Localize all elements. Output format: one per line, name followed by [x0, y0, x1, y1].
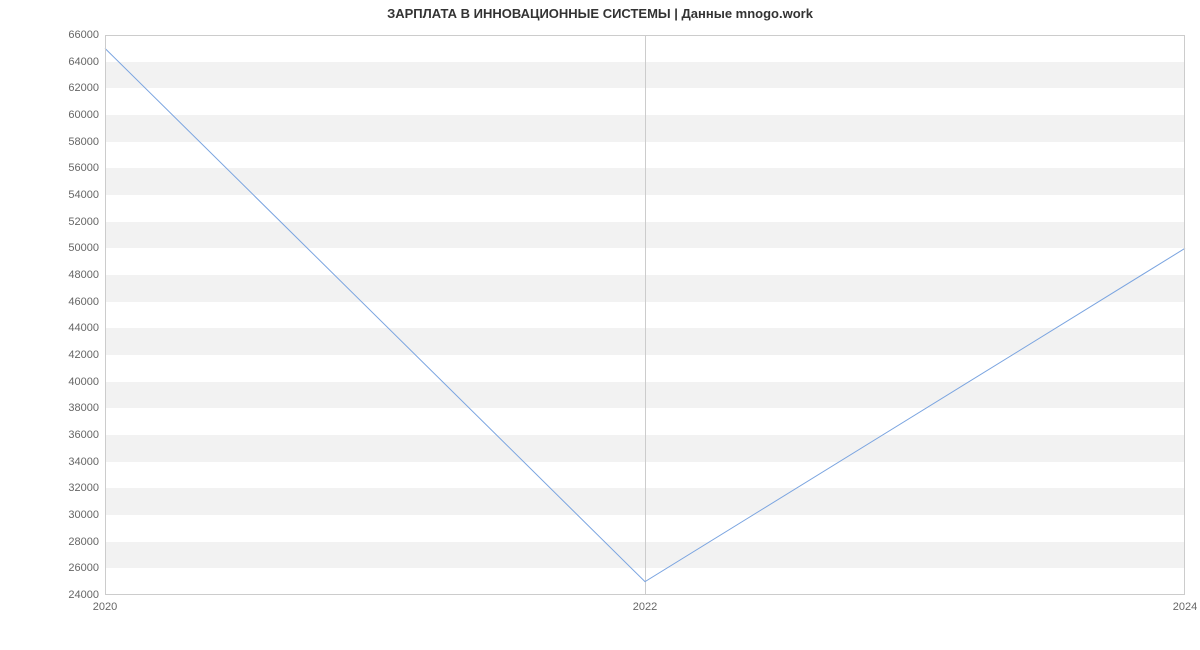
chart-title: ЗАРПЛАТА В ИННОВАЦИОННЫЕ СИСТЕМЫ | Данны…	[0, 6, 1200, 21]
y-tick-label: 56000	[68, 162, 105, 174]
y-tick-label: 26000	[68, 562, 105, 574]
y-tick-label: 60000	[68, 109, 105, 121]
y-tick-label: 50000	[68, 242, 105, 254]
y-tick-label: 64000	[68, 56, 105, 68]
y-tick-label: 54000	[68, 189, 105, 201]
y-tick-label: 46000	[68, 296, 105, 308]
salary-line-chart: ЗАРПЛАТА В ИННОВАЦИОННЫЕ СИСТЕМЫ | Данны…	[0, 0, 1200, 650]
y-tick-label: 32000	[68, 482, 105, 494]
y-tick-label: 38000	[68, 402, 105, 414]
y-tick-label: 36000	[68, 429, 105, 441]
line-series	[105, 35, 1185, 595]
y-tick-label: 34000	[68, 456, 105, 468]
y-tick-label: 30000	[68, 509, 105, 521]
plot-area: 2400026000280003000032000340003600038000…	[105, 35, 1185, 595]
x-tick-label: 2024	[1173, 595, 1197, 613]
y-tick-label: 52000	[68, 216, 105, 228]
y-tick-label: 62000	[68, 82, 105, 94]
salary-line	[105, 48, 1185, 581]
y-tick-label: 66000	[68, 29, 105, 41]
x-tick-label: 2020	[93, 595, 117, 613]
y-tick-label: 40000	[68, 376, 105, 388]
y-tick-label: 42000	[68, 349, 105, 361]
y-tick-label: 48000	[68, 269, 105, 281]
y-tick-label: 44000	[68, 322, 105, 334]
y-tick-label: 58000	[68, 136, 105, 148]
y-tick-label: 28000	[68, 536, 105, 548]
x-tick-label: 2022	[633, 595, 657, 613]
